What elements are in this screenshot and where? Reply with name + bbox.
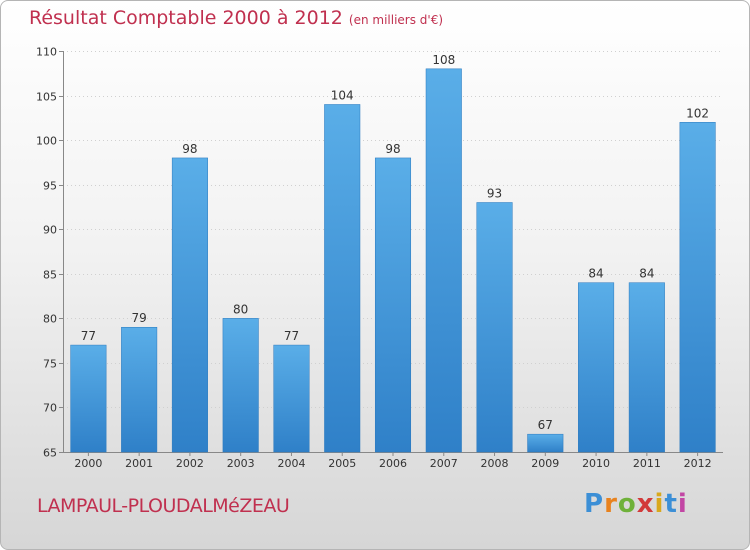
bar-2007 xyxy=(426,69,462,452)
x-tick-label-2007: 2007 xyxy=(430,457,458,470)
bar-2008 xyxy=(477,202,513,452)
y-tick-label: 110 xyxy=(36,46,57,59)
y-tick-label: 80 xyxy=(43,313,57,326)
bar-2000 xyxy=(71,345,107,452)
data-label-2008: 93 xyxy=(487,186,502,200)
x-tick-label-2001: 2001 xyxy=(125,457,153,470)
y-tick-label: 85 xyxy=(43,269,57,282)
data-label-2011: 84 xyxy=(639,267,654,281)
x-tick-label-2006: 2006 xyxy=(379,457,407,470)
bar-2006 xyxy=(375,158,411,452)
bar-2004 xyxy=(274,345,310,452)
x-tick-label-2000: 2000 xyxy=(74,457,102,470)
x-tick-label-2008: 2008 xyxy=(481,457,509,470)
bar-2011 xyxy=(629,283,665,452)
x-tick-label-2009: 2009 xyxy=(531,457,559,470)
data-label-2002: 98 xyxy=(182,142,197,156)
y-tick-label: 95 xyxy=(43,180,57,193)
x-tick-label-2011: 2011 xyxy=(633,457,661,470)
y-tick-label: 70 xyxy=(43,402,57,415)
bar-2010 xyxy=(578,283,614,452)
x-tick-label-2002: 2002 xyxy=(176,457,204,470)
data-label-2007: 108 xyxy=(432,53,455,67)
data-label-2012: 102 xyxy=(686,106,709,120)
data-label-2000: 77 xyxy=(81,329,96,343)
bar-2002 xyxy=(172,158,208,452)
data-label-2001: 79 xyxy=(132,311,147,325)
data-label-2009: 67 xyxy=(538,418,553,432)
bar-2012 xyxy=(680,122,716,452)
x-tick-label-2004: 2004 xyxy=(277,457,305,470)
bar-2003 xyxy=(223,318,259,452)
data-label-2005: 104 xyxy=(331,88,354,102)
y-tick-label: 75 xyxy=(43,358,57,371)
x-tick-label-2005: 2005 xyxy=(328,457,356,470)
x-tick-label-2003: 2003 xyxy=(227,457,255,470)
data-label-2010: 84 xyxy=(588,267,603,281)
bars xyxy=(71,69,716,452)
x-tick-label-2010: 2010 xyxy=(582,457,610,470)
commune-name: LAMPAUL-PLOUDALMéZEAU xyxy=(37,495,289,517)
y-tick-label: 90 xyxy=(43,224,57,237)
y-tick-label: 105 xyxy=(36,91,57,104)
data-label-2004: 77 xyxy=(284,329,299,343)
bar-2009 xyxy=(528,434,564,452)
chart-frame: Résultat Comptable 2000 à 2012 (en millie… xyxy=(0,0,750,550)
bar-2005 xyxy=(324,104,360,452)
y-tick-label: 100 xyxy=(36,135,57,148)
data-label-2003: 80 xyxy=(233,302,248,316)
bar-2001 xyxy=(121,327,157,452)
x-tick-label-2012: 2012 xyxy=(684,457,712,470)
data-label-2006: 98 xyxy=(385,142,400,156)
bar-chart: 65 70 75 80 85 90 95 100 105 110 77 2000 79 2001 98 200… xyxy=(1,1,749,549)
y-tick-label: 65 xyxy=(43,447,57,460)
proxiti-logo: Proxiti xyxy=(584,489,688,519)
